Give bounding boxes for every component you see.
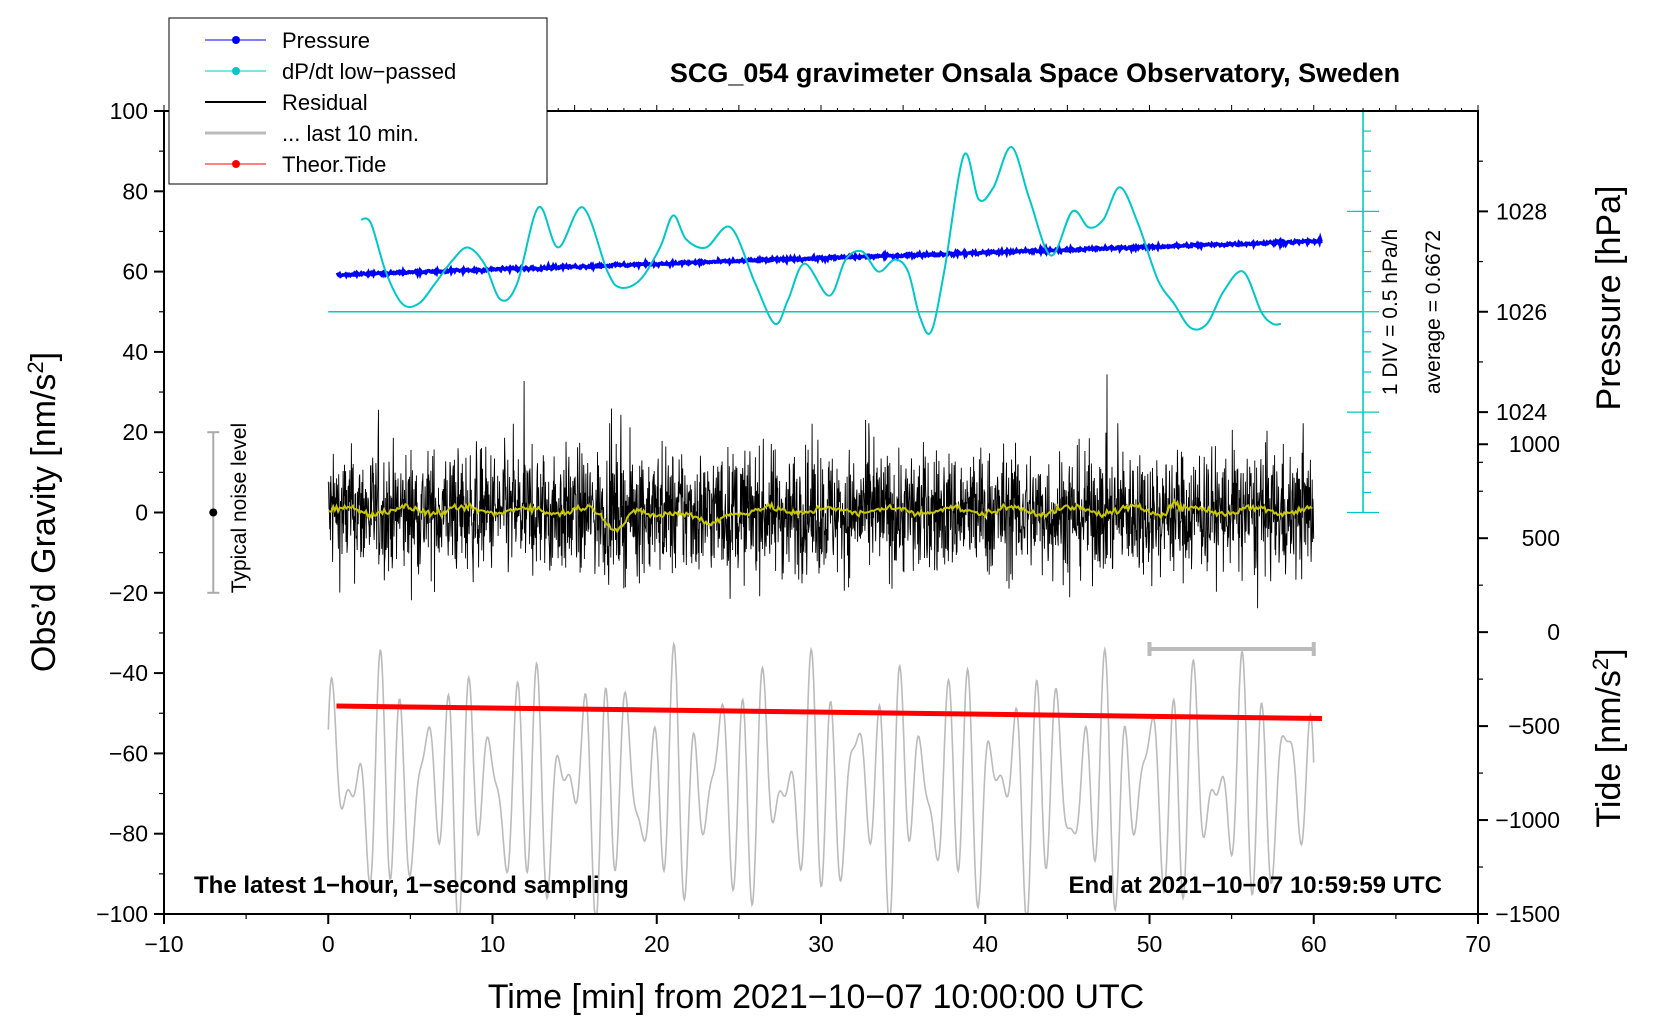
tide-tick-label: −1500 [1495,901,1560,927]
y-tick-label: 40 [122,339,148,365]
y-axis-title-text: Obs’d Gravity [nm/s [25,374,63,673]
x-tick-label: 20 [644,931,670,957]
tide-tick-label: −500 [1508,713,1560,739]
y-tick-label: 0 [135,500,148,526]
tide-tick-label: 500 [1522,525,1560,551]
x-tick-label: 30 [808,931,834,957]
series-dpdt-line [360,146,1282,335]
legend-label-pressure: Pressure [282,28,370,53]
pressure-scale-div-label: 1 DIV = 0.5 hPa/h [1379,229,1402,395]
tide-axis-title-text: Tide [nm/s [1590,670,1628,827]
y-axis-title-sup: 2 [23,361,48,373]
y-axis-title-end: ] [25,352,63,361]
y-tick-label: −100 [96,901,148,927]
series-theor-tide-line [336,703,1322,721]
x-tick-label: 10 [480,931,506,957]
x-tick-label: 60 [1301,931,1327,957]
pressure-tick-label: 1026 [1496,299,1547,325]
legend-label-last10: ... last 10 min. [282,121,419,146]
y-tick-label: 60 [122,259,148,285]
pressure-tick-label: 1028 [1496,198,1547,224]
series-layer [207,110,1380,915]
legend-marker-tide [232,160,240,168]
x-tick-label: −10 [144,931,183,957]
tide-tick-label: 1000 [1509,431,1560,457]
series-residual-line [327,374,1315,609]
y-tick-label: 100 [110,98,148,124]
noise-level-label: Typical noise level [228,423,251,593]
y-tick-label: −20 [109,580,148,606]
series-smoothed-residual-line [328,497,1313,534]
y-tick-label: −40 [109,660,148,686]
legend-label-dpdt: dP/dt low−passed [282,59,456,84]
y-tick-label: −80 [109,821,148,847]
tide-axis-title-sup: 2 [1588,658,1613,670]
x-tick-label: 50 [1137,931,1163,957]
legend-marker-pressure [232,36,240,44]
y-tick-label: 20 [122,419,148,445]
y-tick-label: 80 [122,178,148,204]
tide-axis-title: Tide [nm/s2] [1588,648,1628,827]
y-axis-title: Obs’d Gravity [nm/s2] [23,352,63,672]
legend-label-tide: Theor.Tide [282,152,386,177]
x-tick-label: 40 [972,931,998,957]
x-tick-label: 0 [322,931,335,957]
noise-level-center-point [209,508,218,517]
legend: Pressure dP/dt low−passed Residual ... l… [168,17,548,185]
pressure-scale-average-label: average = 0.6672 [1422,230,1445,394]
end-time-note: End at 2021−10−07 10:59:59 UTC [1068,872,1442,899]
sampling-note: The latest 1−hour, 1−second sampling [194,872,629,899]
pressure-axis-title: Pressure [hPa] [1590,186,1628,411]
tide-tick-label: 0 [1547,619,1560,645]
tide-axis-title-end: ] [1590,648,1628,657]
x-tick-label: 70 [1465,931,1491,957]
x-axis-title: Time [min] from 2021−10−07 10:00:00 UTC [488,978,1144,1016]
chart-title: SCG_054 gravimeter Onsala Space Observat… [670,58,1400,88]
legend-label-residual: Residual [282,90,368,115]
y-tick-label: −60 [109,740,148,766]
series-pressure-line [335,232,1323,280]
pressure-tick-label: 1024 [1496,399,1547,425]
ticks-layer: −10 0 10 20 30 40 50 60 70−100−80−60−40−20020406… [96,98,1560,957]
legend-marker-dpdt [232,67,240,75]
tide-tick-label: −1000 [1495,807,1560,833]
series-last10-line [327,641,1315,915]
